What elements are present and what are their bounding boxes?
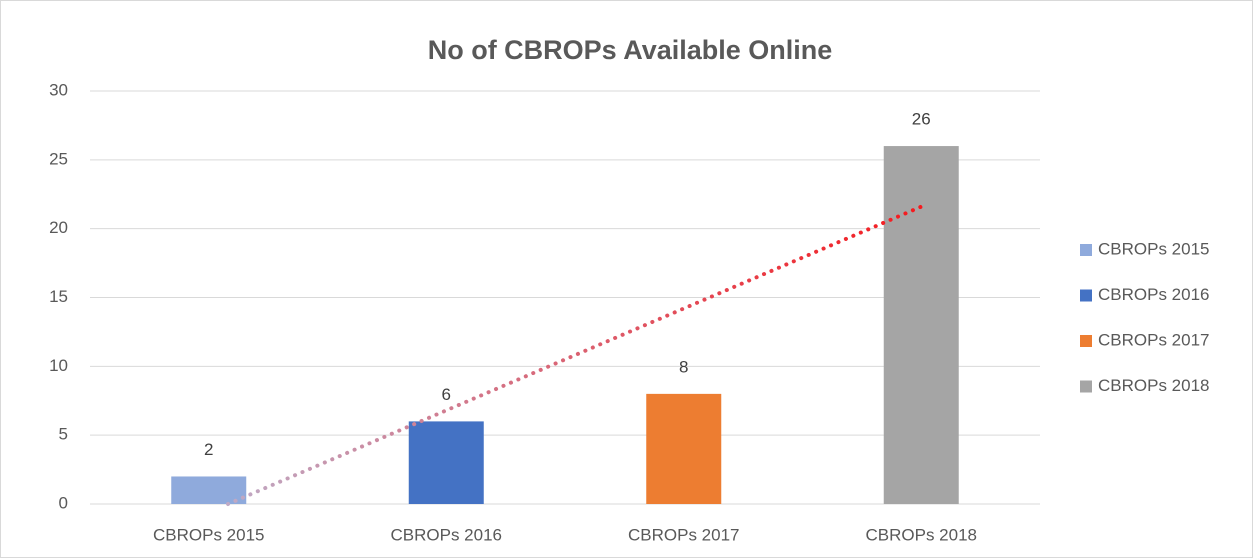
bar bbox=[171, 476, 247, 504]
data-label: 2 bbox=[204, 440, 213, 459]
y-tick-label: 0 bbox=[59, 493, 68, 512]
y-tick-label: 10 bbox=[49, 356, 68, 375]
y-tick-label: 30 bbox=[49, 80, 68, 99]
y-tick-label: 20 bbox=[49, 218, 68, 237]
legend-label: CBROPs 2017 bbox=[1098, 330, 1210, 349]
data-label: 6 bbox=[442, 385, 451, 404]
legend-label: CBROPs 2018 bbox=[1098, 376, 1210, 395]
data-label: 8 bbox=[679, 357, 688, 376]
legend-swatch bbox=[1080, 335, 1092, 347]
bar bbox=[646, 393, 722, 504]
y-tick-label: 5 bbox=[59, 425, 68, 444]
legend-swatch bbox=[1080, 244, 1092, 256]
x-tick-label: CBROPs 2015 bbox=[153, 525, 265, 544]
y-tick-label: 25 bbox=[49, 149, 68, 168]
bar bbox=[408, 421, 484, 504]
x-tick-label: CBROPs 2016 bbox=[391, 525, 503, 544]
legend-label: CBROPs 2015 bbox=[1098, 239, 1210, 258]
legend-label: CBROPs 2016 bbox=[1098, 285, 1210, 304]
chart-title: No of CBROPs Available Online bbox=[428, 35, 833, 65]
bar bbox=[883, 146, 959, 505]
legend-swatch bbox=[1080, 289, 1092, 302]
data-label: 26 bbox=[912, 110, 931, 129]
y-tick-label: 15 bbox=[49, 287, 68, 306]
x-tick-label: CBROPs 2017 bbox=[628, 525, 740, 544]
x-tick-label: CBROPs 2018 bbox=[866, 525, 978, 544]
legend-swatch bbox=[1080, 380, 1092, 393]
